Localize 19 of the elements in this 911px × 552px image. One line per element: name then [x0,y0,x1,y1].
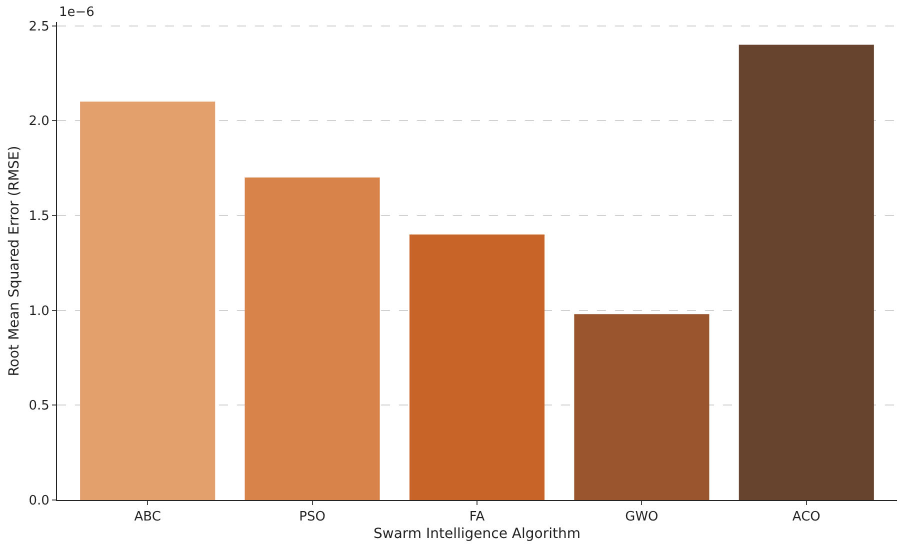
y-tick-label: 1.5 [28,209,50,224]
y-tick-label: 2.0 [28,114,50,130]
y-tick-label: 1.0 [28,304,50,319]
x-tick-label: FA [469,510,485,525]
y-tick-label: 0.0 [28,494,50,509]
x-tick-label: ACO [792,510,820,525]
text: 1e−6 [59,5,94,20]
x-tick-label: PSO [299,510,326,525]
bar [244,178,380,500]
bar [80,102,216,500]
bar [574,314,710,500]
x-tick-label: GWO [625,510,658,525]
x-tick-label: ABC [134,510,161,525]
bar [738,44,874,500]
x-axis-title: Swarm Intelligence Algorithm [374,526,580,542]
y-tick-label: 0.5 [28,398,50,414]
bar [409,234,545,500]
y-axis-title: Root Mean Squared Error (RMSE) [6,146,22,376]
y-tick-label: 2.5 [28,19,50,34]
